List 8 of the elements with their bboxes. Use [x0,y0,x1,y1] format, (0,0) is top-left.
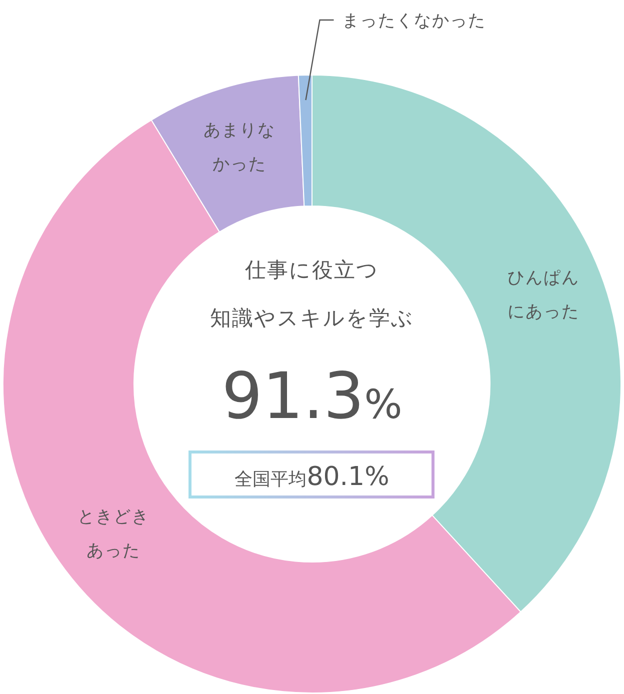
slice-label: ときどきあった [77,507,150,562]
text: 91.3% [222,360,402,434]
slice-label: まったくなかった [342,11,486,31]
text: 全国平均80.1% [234,462,390,492]
text: 知識やスキルを学ぶ [210,306,414,330]
text: 仕事に役立つ [244,258,379,282]
slice-label: ひんぱんにあった [508,268,580,322]
slice-label: あまりなかった [204,120,276,174]
